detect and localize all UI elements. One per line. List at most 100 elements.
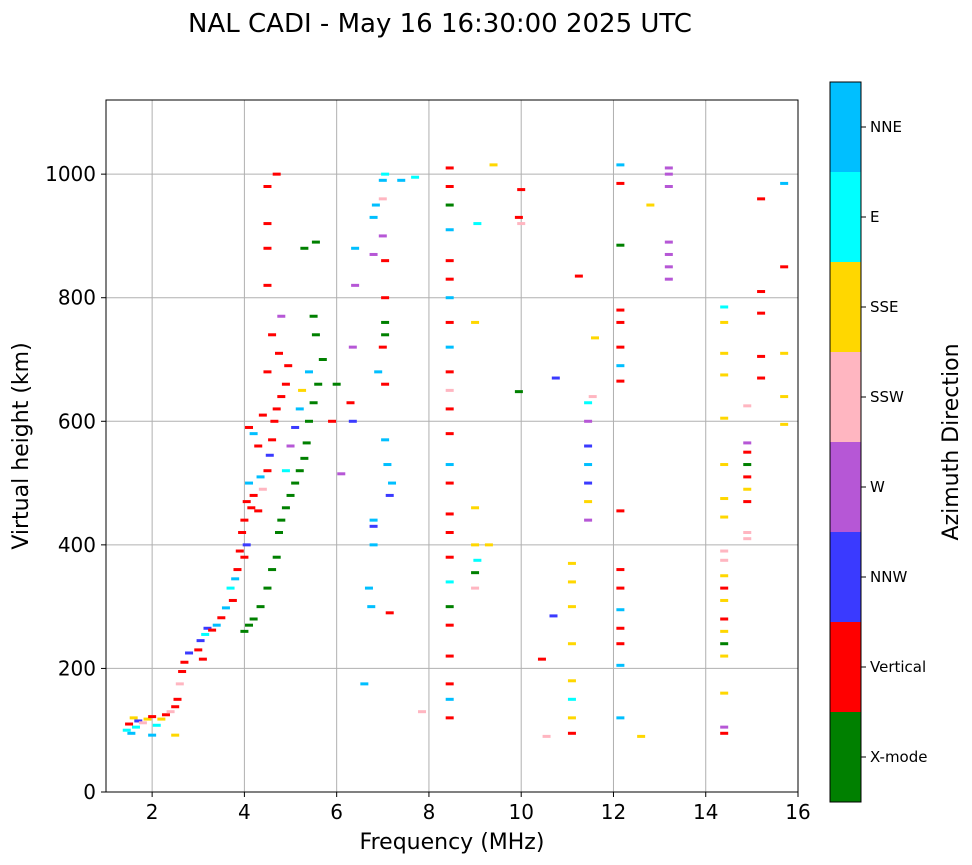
chart-title: NAL CADI - May 16 16:30:00 2025 UTC xyxy=(188,9,692,39)
data-point xyxy=(371,203,380,207)
x-tick-label: 10 xyxy=(508,800,533,824)
data-point xyxy=(720,497,729,501)
data-point xyxy=(194,648,203,652)
colorbar-tick-label: NNW xyxy=(870,568,907,586)
data-point xyxy=(567,605,576,609)
data-point xyxy=(637,734,646,738)
data-point xyxy=(445,228,454,232)
data-point xyxy=(473,558,482,562)
data-point xyxy=(208,628,217,632)
data-point xyxy=(281,469,290,473)
data-point xyxy=(369,215,378,219)
data-point xyxy=(212,623,221,627)
data-point xyxy=(277,518,286,522)
data-point xyxy=(318,358,327,361)
data-point xyxy=(381,259,390,263)
data-point xyxy=(664,172,673,176)
data-point xyxy=(381,320,390,324)
data-point xyxy=(514,390,523,394)
data-point xyxy=(272,555,281,559)
y-axis-label: Virtual height (km) xyxy=(9,342,34,549)
data-point xyxy=(445,388,454,392)
colorbar-frame xyxy=(829,81,862,803)
data-point xyxy=(235,549,244,553)
data-point xyxy=(143,717,152,721)
data-point xyxy=(445,370,454,374)
data-point xyxy=(445,296,454,300)
data-point xyxy=(616,568,625,572)
data-point xyxy=(616,163,625,167)
data-point xyxy=(445,463,454,467)
data-point xyxy=(584,463,593,467)
colorbar-segment xyxy=(830,82,861,172)
data-point xyxy=(616,626,625,630)
data-point xyxy=(471,320,480,324)
data-point xyxy=(397,178,406,182)
data-point xyxy=(196,639,205,643)
data-point xyxy=(720,305,729,309)
data-point xyxy=(445,481,454,485)
data-point xyxy=(272,407,281,411)
data-point xyxy=(122,728,131,732)
data-point xyxy=(369,543,378,547)
data-point xyxy=(780,395,789,399)
data-point xyxy=(720,351,729,355)
data-point xyxy=(270,419,279,423)
data-point xyxy=(217,616,226,620)
data-point xyxy=(348,419,357,423)
data-point xyxy=(369,518,378,522)
data-point xyxy=(757,290,766,294)
data-point xyxy=(360,682,369,686)
data-point xyxy=(588,395,597,399)
data-point xyxy=(249,432,258,436)
data-point xyxy=(445,259,454,263)
data-point xyxy=(411,175,420,179)
data-point xyxy=(291,481,300,485)
data-point xyxy=(418,710,427,714)
data-point xyxy=(388,481,397,485)
data-point xyxy=(743,404,752,408)
data-point xyxy=(263,246,272,250)
data-point xyxy=(567,697,576,701)
data-point xyxy=(381,382,390,386)
data-point xyxy=(517,222,526,226)
data-point xyxy=(664,240,673,244)
colorbar-segment xyxy=(830,532,861,622)
data-point xyxy=(129,716,138,720)
colorbar-segment xyxy=(830,352,861,442)
data-point xyxy=(275,531,283,534)
data-point xyxy=(258,487,267,491)
data-point xyxy=(311,333,320,337)
data-point xyxy=(378,345,387,349)
data-point xyxy=(445,432,454,436)
data-point xyxy=(265,453,274,457)
data-point xyxy=(445,654,454,658)
data-point xyxy=(664,252,673,256)
x-tick-label: 14 xyxy=(693,800,718,824)
data-point xyxy=(584,518,593,522)
data-point xyxy=(381,438,390,442)
data-point xyxy=(584,481,593,485)
colorbar-tick-label: SSE xyxy=(870,298,899,316)
data-point xyxy=(584,444,593,448)
data-point xyxy=(664,166,673,170)
colorbar-label: Azimuth Direction xyxy=(939,343,964,540)
data-point xyxy=(471,586,480,590)
data-point xyxy=(369,252,378,256)
data-point xyxy=(514,215,523,219)
data-point xyxy=(743,537,752,541)
data-point xyxy=(131,725,140,729)
data-point xyxy=(445,682,454,686)
data-point xyxy=(757,376,766,380)
data-point xyxy=(646,203,655,207)
data-point xyxy=(542,734,551,738)
data-point xyxy=(304,370,313,374)
data-point xyxy=(743,475,752,479)
data-point xyxy=(291,425,300,429)
data-point xyxy=(484,543,493,547)
data-point xyxy=(369,524,378,528)
colorbar-segment xyxy=(830,712,861,802)
data-point xyxy=(517,188,526,192)
data-point xyxy=(445,605,454,609)
